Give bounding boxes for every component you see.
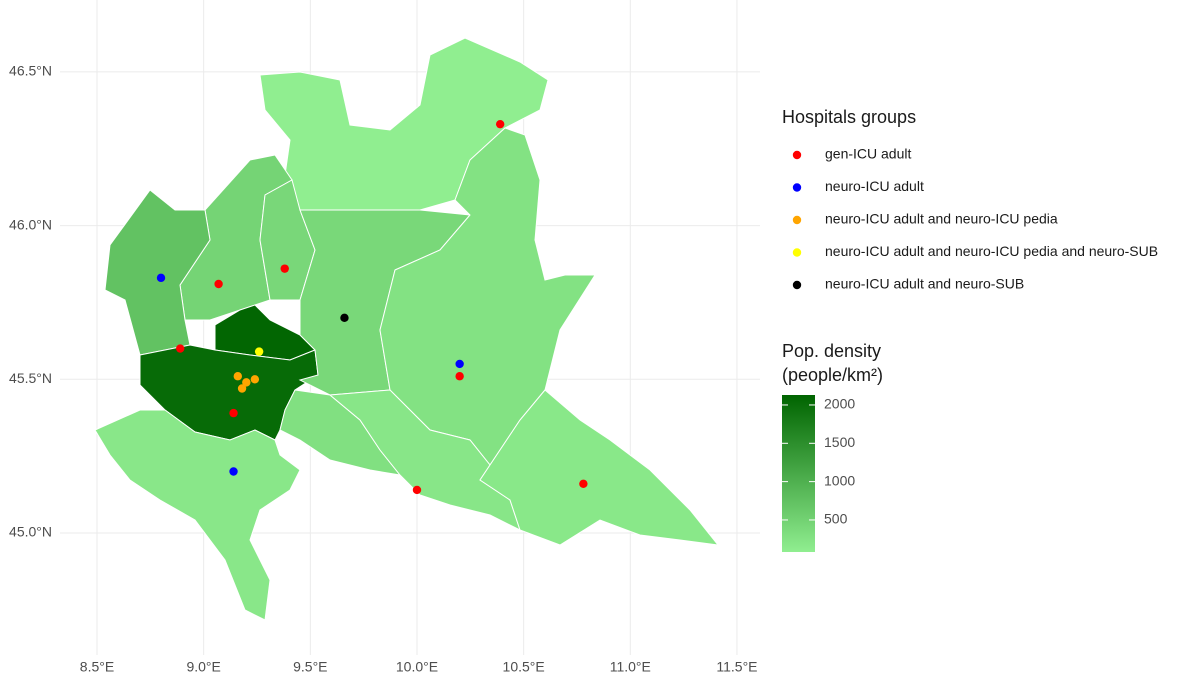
hospital-point — [242, 378, 251, 387]
hospital-point — [412, 485, 422, 495]
regions — [94, 37, 720, 621]
legend-marker — [792, 248, 802, 257]
colorbar-label: 1500 — [824, 434, 855, 450]
colorbar-title: Pop. density — [782, 341, 881, 361]
y-tick-label: 46.5°N — [9, 63, 52, 79]
x-tick-label: 8.5°E — [80, 659, 114, 675]
legend-marker — [792, 280, 802, 290]
legend-label: neuro-ICU adult — [825, 178, 924, 194]
x-tick-label: 10.5°E — [503, 659, 545, 675]
hospital-point — [237, 384, 247, 393]
hospital-point — [455, 372, 464, 381]
points — [156, 119, 588, 495]
y-tick-label: 46.0°N — [9, 216, 52, 232]
hospital-point — [229, 467, 238, 476]
colorbar-label: 1000 — [824, 472, 855, 488]
hospital-point — [233, 372, 242, 381]
legend-label: neuro-ICU adult and neuro-SUB — [825, 276, 1024, 292]
colorbar-title: (people/km²) — [782, 365, 883, 385]
region — [94, 409, 301, 621]
hospital-point — [176, 344, 185, 353]
hospital-point — [229, 408, 238, 418]
region — [104, 189, 211, 356]
hospital-point — [250, 375, 260, 384]
x-tick-label: 9.5°E — [293, 659, 327, 675]
y-tick-label: 45.0°N — [9, 524, 52, 540]
legend-marker — [792, 183, 802, 192]
hospital-point — [495, 119, 505, 129]
colorbar-label: 2000 — [824, 396, 855, 412]
x-tick-label: 11.0°E — [610, 659, 651, 675]
legend-label: neuro-ICU adult and neuro-ICU pedia and … — [825, 243, 1158, 259]
legend-label: gen-ICU adult — [825, 146, 911, 162]
hospital-point — [340, 313, 349, 323]
legend-marker — [792, 150, 802, 160]
hospital-point — [579, 479, 588, 488]
legend-marker — [792, 215, 802, 225]
x-tick-label: 11.5°E — [716, 659, 757, 675]
hospital-point — [214, 279, 223, 289]
region — [479, 389, 720, 546]
hospital-point — [280, 264, 289, 273]
colorbar — [782, 395, 815, 552]
y-tick-label: 45.5°N — [9, 370, 52, 386]
colorbar-label: 500 — [824, 511, 848, 527]
hospital-point — [254, 347, 264, 356]
hospital-point — [156, 273, 166, 283]
x-tick-label: 10.0°E — [396, 659, 438, 675]
legend-title: Hospitals groups — [782, 107, 916, 127]
legend-label: neuro-ICU adult and neuro-ICU pedia — [825, 211, 1058, 227]
hospital-point — [455, 359, 464, 369]
x-tick-label: 9.0°E — [186, 659, 220, 675]
